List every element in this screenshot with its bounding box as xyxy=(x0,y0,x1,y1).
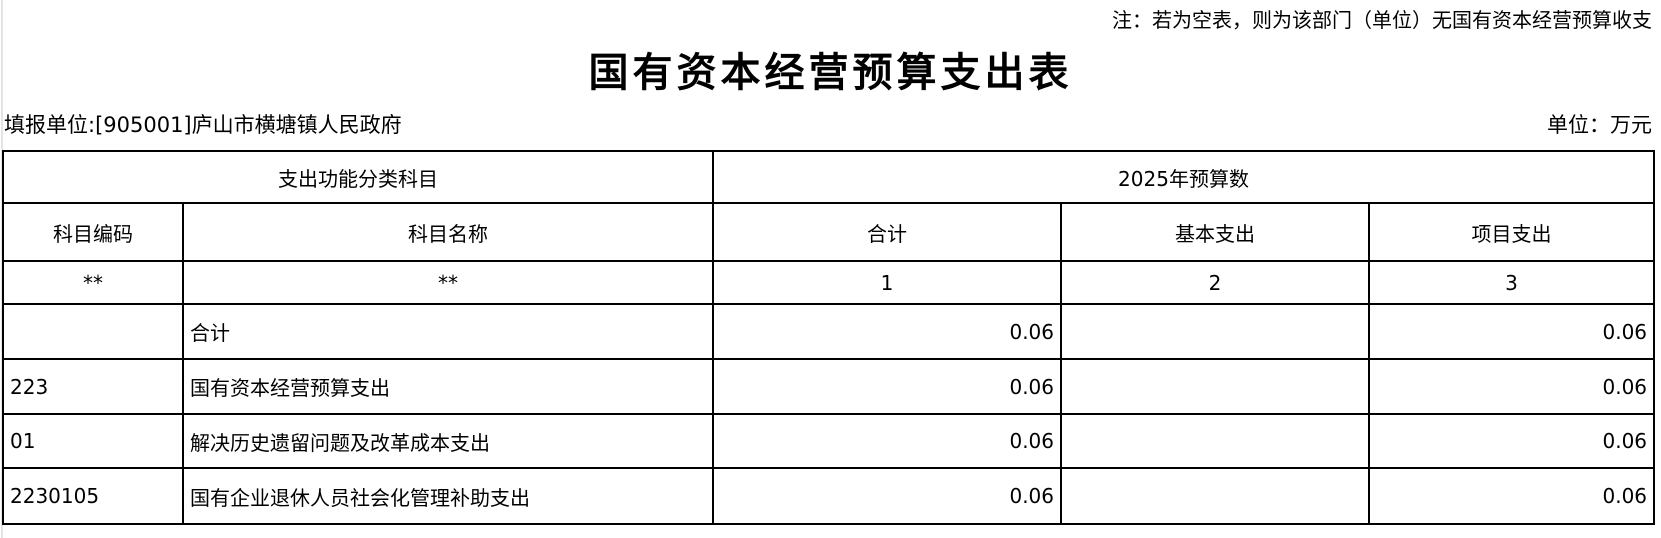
name-cell: 合计 xyxy=(182,303,714,360)
report-meta-row: 填报单位:[905001]庐山市横塘镇人民政府 单位：万元 xyxy=(4,108,1652,140)
column-header-project: 项目支出 xyxy=(1367,202,1656,262)
total-value-cell: 0.06 xyxy=(712,467,1062,525)
basic-value-cell xyxy=(1060,303,1370,360)
project-value-cell: 0.06 xyxy=(1367,358,1656,415)
index-cell-name: ** xyxy=(182,260,714,305)
code-cell: 2230105 xyxy=(2,467,184,525)
table-row-2230105: 2230105 国有企业退休人员社会化管理补助支出 0.06 0.06 xyxy=(2,467,1656,525)
reporting-unit-label: 填报单位:[905001]庐山市横塘镇人民政府 xyxy=(4,113,402,137)
index-cell-basic: 2 xyxy=(1060,260,1370,305)
total-value-cell: 0.06 xyxy=(712,303,1062,360)
basic-value-cell xyxy=(1060,467,1370,525)
page-title: 国有资本经营预算支出表 xyxy=(588,50,1073,96)
code-cell: 01 xyxy=(2,413,184,469)
column-header-total: 合计 xyxy=(712,202,1062,262)
table-row-total: 合计 0.06 0.06 xyxy=(2,303,1656,360)
column-header-basic: 基本支出 xyxy=(1060,202,1370,262)
header-columns-row: 科目编码 科目名称 合计 基本支出 项目支出 xyxy=(2,202,1656,262)
header-group-budget-year: 2025年预算数 xyxy=(711,150,1656,204)
code-cell xyxy=(2,303,184,360)
code-cell: 223 xyxy=(2,358,184,415)
index-cell-total: 1 xyxy=(712,260,1062,305)
header-group-subject: 支出功能分类科目 xyxy=(2,150,714,204)
total-value-cell: 0.06 xyxy=(712,358,1062,415)
budget-expenditure-table: 支出功能分类科目 2025年预算数 科目编码 科目名称 合计 基本支出 项目支出… xyxy=(2,150,1656,525)
column-header-code: 科目编码 xyxy=(2,202,184,262)
project-value-cell: 0.06 xyxy=(1367,413,1656,469)
column-index-row: ** ** 1 2 3 xyxy=(2,260,1656,305)
name-cell: 国有企业退休人员社会化管理补助支出 xyxy=(182,467,714,525)
name-cell: 解决历史遗留问题及改革成本支出 xyxy=(182,413,714,469)
index-cell-project: 3 xyxy=(1367,260,1656,305)
project-value-cell: 0.06 xyxy=(1367,303,1656,360)
page-left-edge-line xyxy=(1,0,3,538)
column-header-name: 科目名称 xyxy=(182,202,714,262)
total-value-cell: 0.06 xyxy=(712,413,1062,469)
empty-table-note: 注：若为空表，则为该部门（单位）无国有资本经营预算收支 xyxy=(1112,8,1652,32)
name-cell: 国有资本经营预算支出 xyxy=(182,358,714,415)
table-row-223: 223 国有资本经营预算支出 0.06 0.06 xyxy=(2,358,1656,415)
basic-value-cell xyxy=(1060,358,1370,415)
project-value-cell: 0.06 xyxy=(1367,467,1656,525)
table-row-01: 01 解决历史遗留问题及改革成本支出 0.06 0.06 xyxy=(2,413,1656,469)
header-group-row: 支出功能分类科目 2025年预算数 xyxy=(2,150,1656,204)
index-cell-code: ** xyxy=(2,260,184,305)
basic-value-cell xyxy=(1060,413,1370,469)
currency-unit-label: 单位：万元 xyxy=(1547,113,1652,137)
